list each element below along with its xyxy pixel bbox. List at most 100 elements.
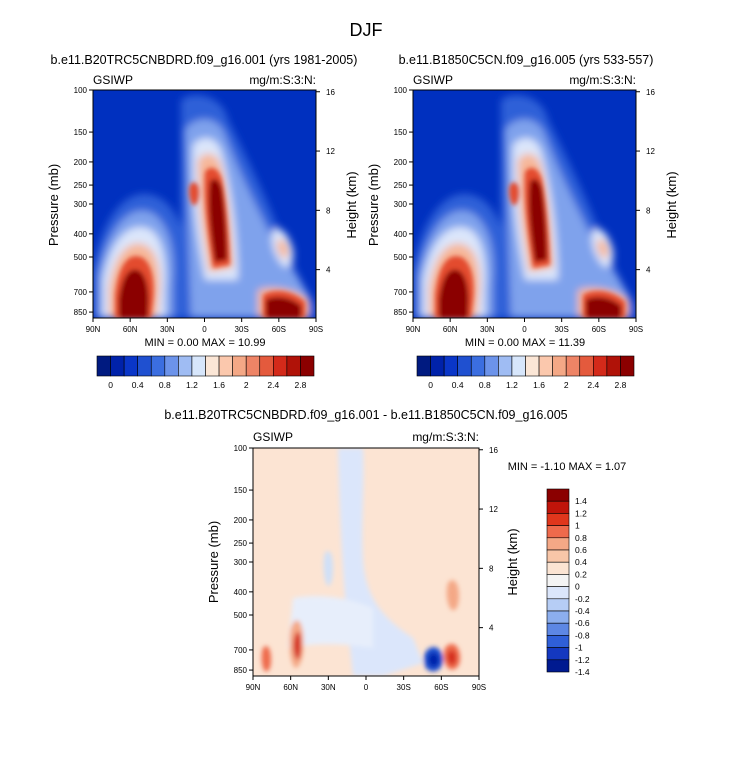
panel-1-contour-field: [93, 90, 316, 318]
panel-3-y-tick-label: 300: [234, 558, 248, 567]
panel-1-y-tick-label: 700: [74, 288, 88, 297]
panel-3-colorbar-label: -1.4: [575, 667, 590, 677]
panel-2-x-tick-label: 60S: [592, 325, 606, 334]
panel-2: b.e11.B1850C5CN.f09_g16.005 (yrs 533-557…: [366, 53, 679, 349]
panel-2-colorbar-box: [620, 355, 635, 377]
panel-2-y-tick-label: 400: [394, 230, 408, 239]
panel-3-colorbar-label: 0.2: [575, 569, 587, 579]
panel-1-units-label: mg/m:S:3:N:: [249, 73, 316, 87]
panel-1-colorbar-box: [232, 355, 247, 377]
panel-2-height-tick-label: 4: [646, 266, 651, 275]
panel-3-colorbar-box: [546, 525, 570, 539]
panel-2-colorbar-label: 0.8: [479, 380, 491, 390]
panel-1-colorbar-label: 0.8: [159, 380, 171, 390]
panel-2-colorbar-box: [457, 355, 472, 377]
panel-1-colorbar-box: [245, 355, 261, 377]
panel-3-colorbar-label: 1.4: [575, 496, 587, 506]
panel-1-right-axis-label: Height (km): [344, 171, 359, 238]
panel-3-y-axis-label: Pressure (mb): [206, 521, 221, 603]
panel-2-colorbar-box: [565, 355, 581, 377]
panel-3-colorbar-label: 0.4: [575, 557, 587, 567]
panel-2-colorbar-label: 1.6: [533, 380, 545, 390]
panel-2-y-tick-label: 200: [394, 158, 408, 167]
panel-1-colorbar-box: [178, 355, 193, 377]
panel-3-colorbar-box: [546, 647, 570, 661]
panel-3-y-tick-label: 400: [234, 588, 248, 597]
panel-1-y-tick-label: 400: [74, 230, 88, 239]
panel-3-x-tick-label: 0: [364, 683, 369, 692]
panel-3-units-label: mg/m:S:3:N:: [412, 430, 479, 444]
panel-3-title: b.e11.B20TRC5CNBDRD.f09_g16.001 - b.e11.…: [164, 408, 567, 422]
panel-3-colorbar-label: -0.6: [575, 618, 590, 628]
panel-1-colorbar-box: [259, 355, 274, 377]
panel-3-colorbar-box: [546, 622, 570, 636]
panel-1-y-tick-label: 200: [74, 158, 88, 167]
panel-2-right-axis-label: Height (km): [664, 171, 679, 238]
panel-2-colorbar-box: [470, 355, 486, 377]
panel-3-y-tick-label: 150: [234, 486, 248, 495]
panel-3-contour-field: [253, 448, 479, 676]
panel-2-colorbar-box: [579, 355, 594, 377]
panel-1-y-tick-label: 250: [74, 181, 88, 190]
panel-2-x-tick-label: 0: [522, 325, 527, 334]
panel-3-colorbar-label: 1: [575, 521, 580, 531]
panel-2-colorbar-box: [498, 355, 513, 377]
panel-1-y-tick-label: 500: [74, 253, 88, 262]
panel-2-colorbar-box: [416, 355, 431, 377]
panel-2-colorbar-label: 2: [564, 380, 569, 390]
panel-1-colorbar-label: 1.2: [186, 380, 198, 390]
panel-1-x-tick-label: 60S: [272, 325, 286, 334]
panel-3-colorbar-box: [546, 574, 570, 587]
panel-3-y-tick-label: 200: [234, 516, 248, 525]
panel-3-y-tick-label: 250: [234, 539, 248, 548]
panel-3-height-tick-label: 8: [489, 564, 494, 573]
panel-3-colorbar-label: 0.8: [575, 533, 587, 543]
panel-3-right-axis-label: Height (km): [505, 528, 520, 595]
panel-3-colorbar-box: [546, 561, 570, 575]
panel-1-colorbar-label: 2.8: [295, 380, 307, 390]
panel-1-x-tick-label: 60N: [123, 325, 138, 334]
panel-3-colorbar-box: [546, 659, 570, 673]
panel-2-colorbar-box: [538, 355, 553, 377]
panel-2-x-tick-label: 30N: [480, 325, 495, 334]
panel-3-x-tick-label: 30S: [397, 683, 411, 692]
panel-1-colorbar-label: 2: [244, 380, 249, 390]
panel-1-title: b.e11.B20TRC5CNBDRD.f09_g16.001 (yrs 198…: [51, 53, 358, 67]
panel-3-colorbar-label: -1.2: [575, 655, 590, 665]
panel-2-colorbar-box: [511, 355, 526, 377]
panel-2-height-tick-label: 12: [646, 147, 655, 156]
panel-1-colorbar-label: 1.6: [213, 380, 225, 390]
panel-2-units-label: mg/m:S:3:N:: [569, 73, 636, 87]
panel-1-height-tick-label: 12: [326, 147, 335, 156]
panel-3-height-tick-label: 4: [489, 624, 494, 633]
panel-1-colorbar-label: 0: [108, 380, 113, 390]
panel-1-x-tick-label: 90S: [309, 325, 323, 334]
panel-1-colorbar-box: [191, 355, 206, 377]
panel-2-colorbar-box: [525, 355, 540, 377]
panel-3-x-tick-label: 90N: [246, 683, 261, 692]
panel-2-x-tick-label: 90N: [406, 325, 421, 334]
panel-2-height-tick-label: 16: [646, 88, 655, 97]
panel-3-x-tick-label: 60N: [283, 683, 298, 692]
panel-3-colorbar-box: [546, 500, 570, 514]
panel-3-colorbar-label: -0.2: [575, 594, 590, 604]
panel-1-colorbar-box: [164, 355, 179, 377]
panel-3-colorbar-label: 1.2: [575, 508, 587, 518]
panel-1-y-tick-label: 150: [74, 128, 88, 137]
panel-2-colorbar-box: [430, 355, 445, 377]
panel-1-height-tick-label: 4: [326, 266, 331, 275]
panel-3-colorbar-label: -0.8: [575, 630, 590, 640]
panel-1-colorbar-box: [123, 355, 138, 377]
panel-2-x-tick-label: 90S: [629, 325, 643, 334]
panel-1-min-max: MIN = 0.00 MAX = 10.99: [144, 337, 265, 349]
panel-2-colorbar-box: [593, 355, 608, 377]
panel-2-y-tick-label: 700: [394, 288, 408, 297]
panel-1-x-tick-label: 0: [202, 325, 207, 334]
panel-2-y-tick-label: 300: [394, 200, 408, 209]
panel-1-height-tick-label: 8: [326, 206, 331, 215]
panel-2-min-max: MIN = 0.00 MAX = 11.39: [465, 337, 585, 349]
panel-3-colorbar-label: 0.6: [575, 545, 587, 555]
panel-2-y-tick-label: 500: [394, 253, 408, 262]
panel-3-colorbar-label: 0: [575, 582, 580, 592]
panel-3-colorbar-box: [546, 549, 570, 563]
